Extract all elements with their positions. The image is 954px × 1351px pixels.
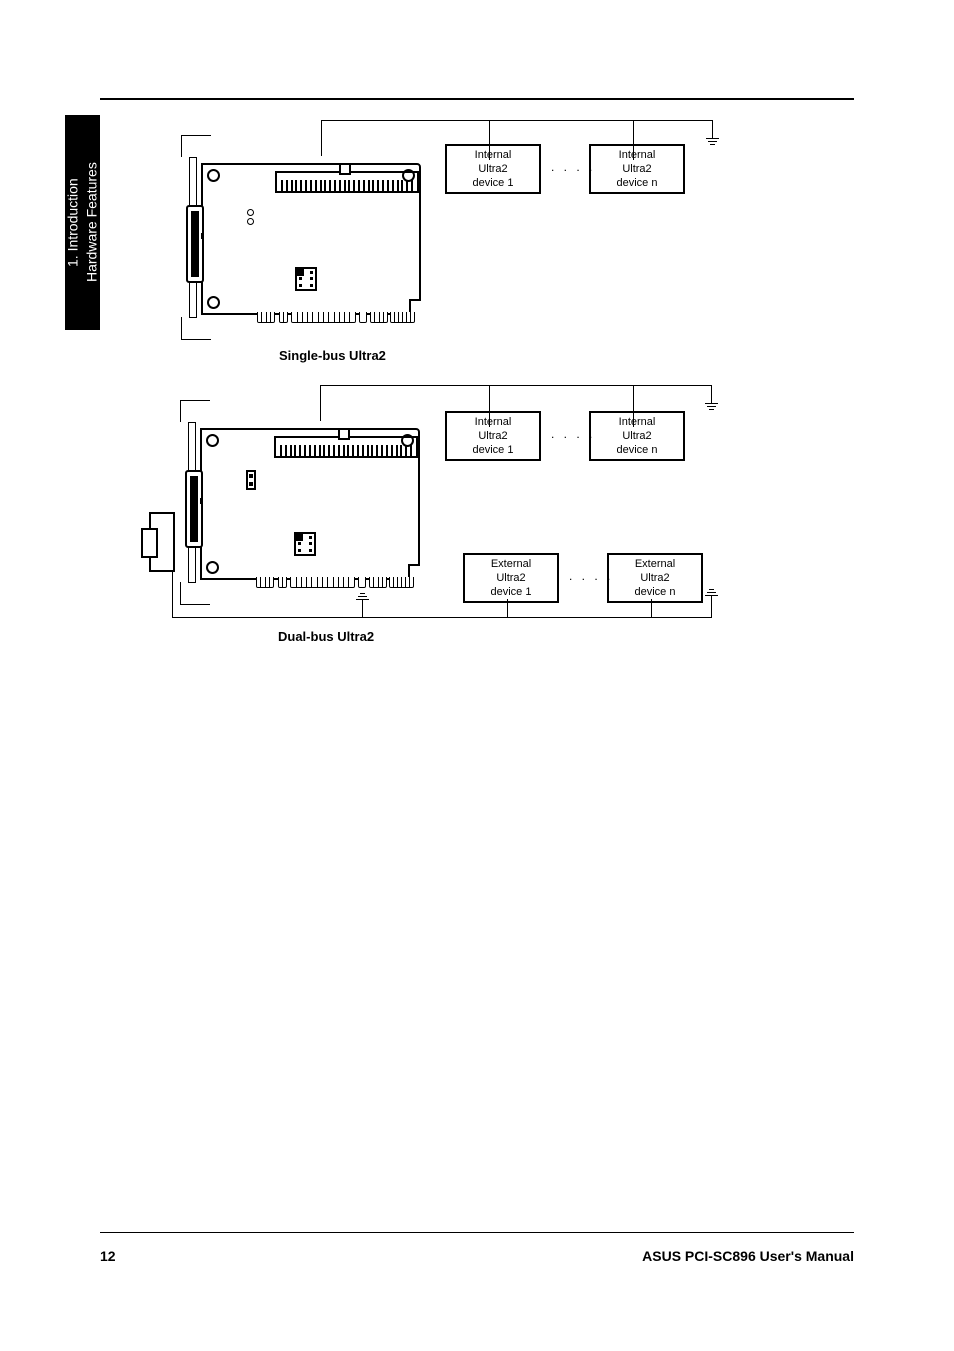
connector-line	[712, 120, 713, 138]
terminator-mark	[709, 409, 714, 410]
device-box: Internal Ultra2 device 1	[445, 411, 541, 461]
pcb	[200, 428, 420, 580]
device-label-line: External	[635, 558, 675, 570]
terminator-mark	[705, 595, 718, 596]
device-label-line: Ultra2	[640, 572, 669, 584]
jumper-block	[295, 267, 317, 291]
device-box: Internal Ultra2 device 1	[445, 144, 541, 194]
jumper-small	[246, 470, 256, 490]
device-label-line: Internal	[619, 416, 656, 428]
pci-card	[175, 135, 420, 340]
device-label-line: device 1	[473, 444, 514, 456]
terminator-mark	[710, 144, 715, 145]
pci-card	[174, 400, 419, 605]
side-tab-line1: 1. Introduction	[65, 178, 82, 267]
terminator-mark	[708, 141, 717, 142]
device-label-line: Ultra2	[496, 572, 525, 584]
terminator-mark	[705, 403, 718, 404]
connector-line	[172, 617, 712, 618]
device-label-line: Ultra2	[622, 430, 651, 442]
diagram-caption: Single-bus Ultra2	[279, 348, 386, 363]
device-box: Internal Ultra2 device n	[589, 144, 685, 194]
rule-bottom	[100, 1232, 854, 1233]
device-box: External Ultra2 device 1	[463, 553, 559, 603]
diagram-caption: Dual-bus Ultra2	[278, 629, 374, 644]
diagram-single-bus: Internal Ultra2 device 1 . . . . Interna…	[175, 120, 875, 345]
external-connector-a	[185, 470, 203, 548]
device-box: External Ultra2 device n	[607, 553, 703, 603]
external-connector-b	[149, 512, 175, 572]
page: 1. Introduction Hardware Features Intern…	[0, 0, 954, 1351]
pci-edge	[256, 578, 414, 588]
device-label-line: Ultra2	[622, 163, 651, 175]
connector-line	[711, 385, 712, 403]
jumper-block	[294, 532, 316, 556]
pci-edge	[257, 313, 415, 323]
device-label-line: Internal	[475, 416, 512, 428]
doc-title: ASUS PCI-SC896 User's Manual	[642, 1248, 854, 1264]
side-tab-line2: Hardware Features	[84, 163, 101, 283]
rule-top	[100, 98, 854, 100]
device-label-line: Ultra2	[478, 430, 507, 442]
connector-line	[320, 385, 712, 386]
side-tab: 1. Introduction Hardware Features	[65, 115, 100, 330]
diagram-dual-bus: Internal Ultra2 device 1 . . . . Interna…	[170, 385, 870, 635]
page-number: 12	[100, 1248, 116, 1264]
terminator-mark	[707, 406, 716, 407]
device-label-line: device n	[617, 444, 658, 456]
device-label-line: device n	[617, 177, 658, 189]
terminator-mark	[709, 589, 714, 590]
device-label-line: Ultra2	[478, 163, 507, 175]
terminator-mark	[707, 592, 716, 593]
device-label-line: device 1	[473, 177, 514, 189]
device-label-line: device 1	[491, 586, 532, 598]
external-connector	[186, 205, 204, 283]
device-label-line: Internal	[475, 149, 512, 161]
connector-line	[321, 120, 713, 121]
jumper-small	[247, 209, 254, 227]
device-label-line: device n	[635, 586, 676, 598]
connector-line	[711, 595, 712, 617]
device-label-line: External	[491, 558, 531, 570]
device-box: Internal Ultra2 device n	[589, 411, 685, 461]
device-label-line: Internal	[619, 149, 656, 161]
pcb	[201, 163, 421, 315]
terminator-mark	[706, 138, 719, 139]
